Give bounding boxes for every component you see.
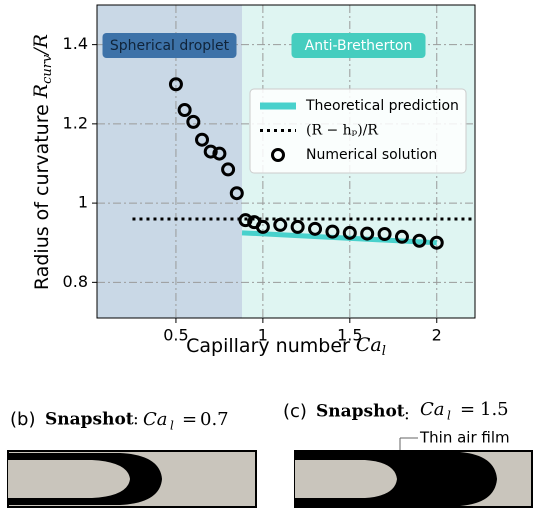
core <box>295 460 397 498</box>
point <box>325 224 340 239</box>
point <box>255 219 270 234</box>
point <box>290 219 305 234</box>
equals: = <box>182 409 197 430</box>
snapshot-symbol: Ca <box>420 399 445 420</box>
snapshot-c: (c) Snapshot : Ca l = 1.5 Thin air film <box>283 399 533 508</box>
snapshot-title: Snapshot <box>45 410 134 430</box>
x-axis-label: Capillary number Cal <box>186 334 386 359</box>
x-tick-label: 1.5 <box>337 326 362 345</box>
x-label-text: Capillary number <box>186 335 350 357</box>
colon: : <box>133 410 139 430</box>
point <box>377 227 392 242</box>
snapshot-b: (b) Snapshot : Ca l = 0.7 <box>7 409 257 508</box>
region-label: Spherical droplet <box>110 38 230 54</box>
equals: = <box>460 399 475 420</box>
legend-label: Theoretical prediction <box>305 98 459 114</box>
x-label-symbol: Ca <box>356 334 382 356</box>
x-tick-label: 1 <box>258 326 268 345</box>
snapshot-symbol: Ca <box>143 409 168 430</box>
legend-swatch <box>271 148 285 162</box>
y-tick-label: 0.8 <box>63 272 88 291</box>
point <box>360 226 375 241</box>
point <box>412 233 427 248</box>
annotation: Thin air film <box>419 429 510 447</box>
region-label-box <box>102 33 237 58</box>
y-label-text: Radius of curvature <box>31 104 53 290</box>
point <box>168 77 183 92</box>
snapshot-subscript: l <box>170 419 174 433</box>
point <box>238 213 253 228</box>
point <box>186 114 201 129</box>
legend-label: (R − hₚ)/R <box>306 123 378 139</box>
y-tick-label: 1.4 <box>63 34 88 53</box>
y-label-suffix: /R <box>30 34 52 57</box>
legend-label: Numerical solution <box>306 147 437 163</box>
y-label-subscript: curv <box>40 54 55 84</box>
x-tick-label: 0.5 <box>163 326 188 345</box>
plot-frame <box>96 4 476 319</box>
snapshot-value: 0.7 <box>200 409 229 430</box>
y-axis-label: Radius of curvature Rcurv/R <box>30 34 55 290</box>
snapshot-value: 1.5 <box>480 399 509 420</box>
legend-box <box>249 88 467 174</box>
y-label-symbol: R <box>30 84 52 99</box>
point <box>203 144 218 159</box>
region-label: Anti-Bretherton <box>305 38 413 54</box>
point <box>394 229 409 244</box>
snapshot-label: (c) <box>283 401 307 422</box>
x-label-subscript: l <box>382 344 386 359</box>
core <box>8 460 130 498</box>
point <box>229 186 244 201</box>
snapshot-subscript: l <box>447 409 451 423</box>
point <box>221 162 236 177</box>
point <box>308 221 323 236</box>
snapshot-label: (b) <box>10 409 35 430</box>
y-tick-label: 1.2 <box>63 113 88 132</box>
point <box>212 146 227 161</box>
x-tick-label: 2 <box>432 326 442 345</box>
point <box>342 225 357 240</box>
y-tick-label: 1 <box>78 193 88 212</box>
snapshot-title: Snapshot <box>316 402 405 422</box>
point <box>177 102 192 117</box>
point <box>195 132 210 147</box>
colon: : <box>404 405 410 425</box>
point <box>273 217 288 232</box>
point <box>429 235 444 250</box>
region-label-box <box>291 33 426 58</box>
